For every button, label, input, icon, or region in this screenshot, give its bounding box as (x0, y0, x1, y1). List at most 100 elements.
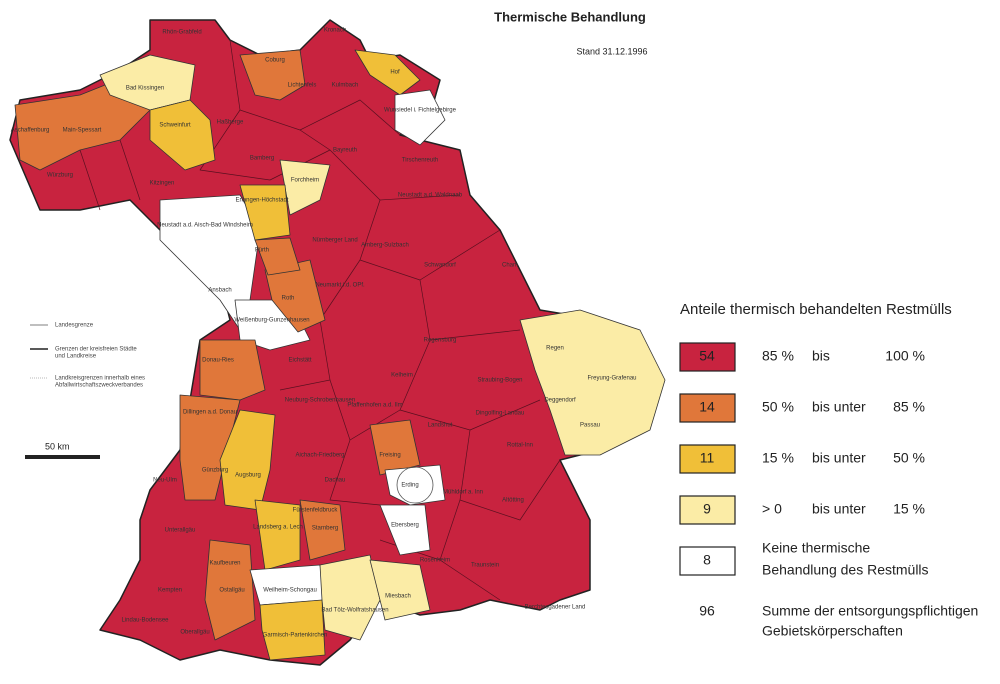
region-label: Rosenheim (420, 558, 450, 564)
region-label: Passau (580, 423, 600, 429)
region-orange (264, 259, 326, 333)
region-label: Kelheim (391, 373, 413, 379)
legend-count: 9 (703, 501, 711, 517)
region-label: Cham (502, 263, 518, 269)
title: Thermische Behandlung (494, 9, 646, 24)
region-label: Fürstenfeldbruck (293, 508, 339, 514)
region-label: Freyung-Grafenau (587, 376, 636, 382)
region-orange (199, 339, 266, 401)
region-label: Aichach-Friedberg (295, 453, 344, 459)
legend-to: 15 % (893, 501, 925, 517)
legend-none-text: Keine thermische (762, 540, 870, 556)
legend-from: 50 % (762, 399, 794, 415)
region-label: Hof (390, 70, 400, 76)
region-label: Neumarkt i.d. OPf. (315, 283, 365, 289)
region-label: Bad Tölz-Wolfratshausen (321, 608, 388, 614)
map (9, 19, 666, 666)
region-label: Nürnberger Land (312, 238, 357, 244)
region-label: Miesbach (385, 594, 411, 600)
region-label: Rhön-Grabfeld (162, 30, 201, 36)
region-label: Kaufbeuren (209, 561, 240, 567)
region-label: Tirschenreuth (402, 158, 438, 164)
region-label: Dingolfing-Landau (476, 411, 525, 417)
region-label: Kitzingen (150, 181, 175, 187)
region-label: Coburg (265, 58, 285, 64)
region-yellow (259, 599, 326, 661)
region-label: Günzburg (202, 468, 228, 474)
region-white (379, 504, 431, 556)
region-label: Regen (546, 346, 564, 352)
side-legend-label: Landesgrenze (55, 323, 94, 329)
region-label: Neuburg-Schrobenhausen (285, 398, 355, 404)
scale-label: 50 km (45, 441, 70, 451)
region-label: Schweinfurt (159, 123, 191, 129)
legend-swatch (679, 393, 736, 423)
side-legend-label: Landkreisgrenzen innerhalb eines (55, 376, 145, 382)
region-label: Augsburg (235, 473, 261, 479)
region-label: Straubing-Bogen (477, 378, 522, 384)
region-label: Bamberg (250, 156, 274, 162)
legend: 54 85 % bis 100 % 14 50 % bis unter 85 % 11 15 % b… (679, 342, 978, 639)
legend-swatch (679, 342, 736, 372)
region-yellow (354, 49, 421, 96)
region-label: Landshut (428, 423, 453, 429)
region-label: Regensburg (424, 338, 457, 344)
region-label: Eichstätt (288, 358, 311, 364)
region-orange (14, 74, 151, 171)
legend-conj: bis unter (812, 501, 866, 517)
region-white (394, 89, 446, 146)
region-orange (254, 237, 301, 276)
region-orange (239, 49, 306, 101)
scale-bar (25, 455, 100, 459)
region-label: Neustadt a.d. Waldnaab (398, 193, 463, 199)
region-label: Würzburg (47, 173, 73, 179)
region-label: Ostallgäu (219, 588, 244, 594)
region-label: Lindau-Bodensee (121, 618, 169, 624)
region-label: Altötting (502, 498, 524, 504)
region-label: Mühldorf a. Inn (443, 490, 483, 496)
legend-to: 50 % (893, 450, 925, 466)
legend-title: Anteile thermisch behandelten Restmülls (680, 301, 952, 318)
legend-swatch (679, 444, 736, 474)
region-label: Lichtenfels (288, 83, 317, 89)
region-label: Wunsiedel i. Fichtelgebirge (384, 108, 457, 114)
legend-count: 54 (699, 348, 715, 364)
legend-swatch (679, 546, 736, 576)
region-label: Dachau (325, 478, 346, 484)
legend-none-text: Behandlung des Restmülls (762, 562, 929, 578)
legend-total: 96 (699, 603, 715, 619)
legend-conj: bis unter (812, 450, 866, 466)
region-orange (299, 499, 346, 561)
region-label: Deggendorf (544, 398, 576, 404)
legend-conj: bis unter (812, 399, 866, 415)
region-label: Dillingen a.d. Donau (183, 410, 237, 416)
region-label: Oberallgäu (180, 630, 209, 636)
region-orange (204, 539, 256, 641)
region-label: Landsberg a. Lech (253, 525, 303, 531)
region-label: Kronach (324, 28, 346, 34)
region-label: Garmisch-Partenkirchen (263, 633, 328, 639)
region-label: Donau-Ries (202, 358, 234, 364)
region-label: Erding (401, 483, 418, 489)
date: Stand 31.12.1996 (576, 46, 647, 56)
region-yellow (239, 184, 291, 241)
region-label: Unterallgäu (165, 528, 196, 534)
legend-total-text: Gebietskörperschaften (762, 623, 903, 639)
region-label: Traunstein (471, 563, 499, 569)
region-label: Kempten (158, 588, 182, 594)
region-label: Bad Kissingen (126, 86, 164, 92)
region-label: Weißenburg-Gunzenhausen (234, 318, 309, 324)
region-white (249, 564, 326, 606)
region-yellow (149, 99, 216, 171)
region-yellow (254, 499, 301, 571)
region-label: Berchtesgadener Land (525, 605, 586, 611)
region-label: Ebersberg (391, 523, 419, 529)
legend-swatch (679, 495, 736, 525)
side-legend: Landesgrenze Grenzen der kreisfreien Städ… (25, 323, 145, 459)
region-label: Erlangen-Höchstadt (235, 198, 288, 204)
region-label: Starnberg (312, 526, 338, 532)
legend-from: > 0 (762, 501, 782, 517)
region-label: Fürth (255, 248, 269, 254)
legend-total-text: Summe der entsorgungspflichtigen (762, 603, 978, 619)
